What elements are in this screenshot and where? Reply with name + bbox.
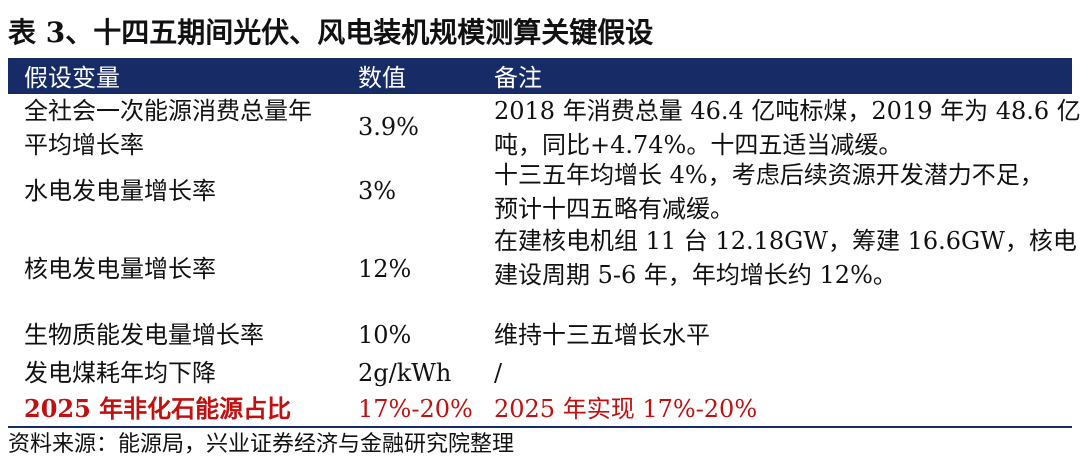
row-note-line: 十三五年均增长 4%，考虑后续资源开发潜力不足， [494,161,1044,189]
table-row: 全社会一次能源消费总量年 平均增长率 3.9% 2018 年消费总量 46.4 … [8,94,1080,159]
table-row: 发电煤耗年均下降 2g/kWh / [8,356,1072,392]
row-note: 维持十三五增长水平 [494,321,710,349]
row-variable: 生物质能发电量增长率 [24,321,264,349]
row-note-line: 预计十四五略有减缓。 [494,195,734,223]
row-value: 2g/kWh [358,359,452,387]
row-note: / [494,359,503,387]
table-header: 假设变量 数值 备注 [8,60,1072,94]
header-top-rule [8,58,1072,60]
row-note-line: 吨，同比+4.74%。十四五适当减缓。 [494,131,903,159]
row-note: 2025 年实现 17%-20% [494,395,758,423]
table-bottom-rule [8,426,1072,428]
row-value: 3% [358,177,397,205]
row-note: 在建核电机组 11 台 12.18GW，筹建 16.6GW，核电 建设周期 5-… [494,224,1077,292]
table-title: 表 3、十四五期间光伏、风电装机规模测算关键假设 [8,16,654,49]
row-value: 3.9% [358,113,419,141]
row-note: 2018 年消费总量 46.4 亿吨标煤，2019 年为 48.6 亿 吨，同比… [494,94,1080,162]
source-note: 资料来源：能源局，兴业证券经济与金融研究院整理 [8,432,515,457]
row-value: 10% [358,321,412,349]
row-variable: 全社会一次能源消费总量年 平均增长率 [24,94,312,162]
header-variable: 假设变量 [24,64,120,92]
row-variable: 发电煤耗年均下降 [24,359,216,387]
row-note-line: 2018 年消费总量 46.4 亿吨标煤，2019 年为 48.6 亿 [494,97,1080,125]
row-variable-line: 平均增长率 [24,131,144,159]
row-variable: 水电发电量增长率 [24,177,216,205]
header-note: 备注 [494,64,542,92]
row-value: 17%-20% [358,395,473,423]
table-row: 水电发电量增长率 3% 十三五年均增长 4%，考虑后续资源开发潜力不足， 预计十… [8,158,1072,224]
row-note-line: 在建核电机组 11 台 12.18GW，筹建 16.6GW，核电 [494,227,1077,255]
assumptions-table: 假设变量 数值 备注 全社会一次能源消费总量年 平均增长率 3.9% 2018 … [8,58,1080,423]
table-row: 核电发电量增长率 12% 在建核电机组 11 台 12.18GW，筹建 16.6… [8,224,1077,316]
table-row-highlight: 2025 年非化石能源占比 17%-20% 2025 年实现 17%-20% [8,392,1072,426]
row-variable: 2025 年非化石能源占比 [24,394,292,423]
row-note: 十三五年均增长 4%，考虑后续资源开发潜力不足， 预计十四五略有减缓。 [494,158,1044,226]
row-variable: 核电发电量增长率 [24,255,216,283]
row-variable-line: 全社会一次能源消费总量年 [24,97,312,125]
table-row: 生物质能发电量增长率 10% 维持十三五增长水平 [8,318,1072,354]
header-value: 数值 [358,64,406,92]
row-note-line: 建设周期 5-6 年，年均增长约 12%。 [494,261,897,289]
row-value: 12% [358,255,412,283]
